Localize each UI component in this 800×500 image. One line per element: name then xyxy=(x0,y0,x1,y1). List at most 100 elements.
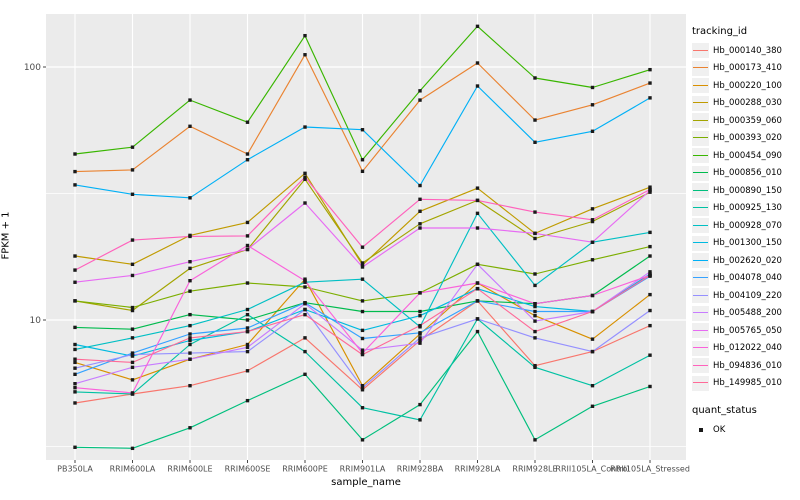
data-point xyxy=(360,169,365,174)
data-point xyxy=(245,307,250,312)
x-tick-label: RRIM928BA xyxy=(397,465,444,474)
legend-key-line xyxy=(692,218,709,234)
legend-tracking-id-entries: Hb_000140_380 Hb_000173_410 Hb_000220_100 H… xyxy=(692,42,798,392)
data-point xyxy=(245,247,250,252)
data-point xyxy=(475,329,480,334)
legend-line-swatch xyxy=(693,347,708,349)
data-point xyxy=(73,254,77,258)
data-point xyxy=(648,308,652,313)
legend-entry-label: Hb_000454_090 xyxy=(713,150,782,161)
legend-key-line xyxy=(692,43,709,59)
legend-entry-Hb_004109_220: Hb_004109_220 xyxy=(692,287,798,305)
legend-key-line xyxy=(692,130,709,146)
data-point xyxy=(245,329,250,334)
data-point xyxy=(73,390,77,394)
data-point xyxy=(418,418,422,422)
legend-entry-Hb_004078_040: Hb_004078_040 xyxy=(692,270,798,288)
legend-entry-Hb_000359_060: Hb_000359_060 xyxy=(692,112,798,130)
data-point xyxy=(73,299,77,303)
legend-entry-Hb_000173_410: Hb_000173_410 xyxy=(692,60,798,78)
data-point xyxy=(130,262,135,267)
legend-entry-Hb_005765_050: Hb_005765_050 xyxy=(692,322,798,340)
legend-entry-Hb_149985_010: Hb_149985_010 xyxy=(692,375,798,393)
data-point xyxy=(245,152,250,156)
legend-entry-label: Hb_005488_200 xyxy=(713,308,782,319)
legend-key-line xyxy=(692,358,709,374)
data-point xyxy=(188,383,192,388)
legend-entry-label: Hb_000173_410 xyxy=(713,63,782,74)
legend-entry-label: Hb_000890_150 xyxy=(713,185,782,196)
data-point xyxy=(533,118,537,122)
legend-line-swatch xyxy=(693,84,708,86)
data-point xyxy=(648,185,652,189)
data-point xyxy=(590,85,595,90)
legend-key-line xyxy=(692,323,709,339)
data-point xyxy=(533,283,537,288)
legend-entry-label: Hb_000288_030 xyxy=(713,98,782,109)
legend-key-line xyxy=(692,235,709,251)
legend-line-swatch xyxy=(693,277,708,279)
data-point xyxy=(360,158,365,162)
data-point xyxy=(303,33,307,38)
data-point xyxy=(360,263,365,267)
data-point xyxy=(188,98,192,102)
x-tick-label: RRIM600LA xyxy=(110,465,156,474)
data-point xyxy=(303,349,307,354)
data-point xyxy=(418,323,422,328)
data-point xyxy=(475,198,480,203)
data-point xyxy=(418,402,422,407)
data-point xyxy=(73,445,77,449)
legend-line-swatch xyxy=(693,189,708,191)
legend-line-swatch xyxy=(693,364,708,366)
data-point xyxy=(648,96,652,100)
data-point xyxy=(360,299,365,303)
data-point xyxy=(360,328,365,333)
data-point xyxy=(475,299,480,303)
data-point xyxy=(360,348,365,352)
data-point xyxy=(73,366,77,370)
data-point xyxy=(73,342,77,347)
data-point xyxy=(73,372,77,377)
data-point xyxy=(73,268,77,272)
legend-entry-Hb_000925_130: Hb_000925_130 xyxy=(692,200,798,218)
data-point xyxy=(73,169,77,174)
legend-line-swatch xyxy=(693,172,708,174)
legend-entry-label: Hb_000393_020 xyxy=(713,133,782,144)
legend-entry-Hb_005488_200: Hb_005488_200 xyxy=(692,305,798,323)
data-point xyxy=(188,234,192,239)
legend-entry-label: Hb_005765_050 xyxy=(713,325,782,336)
data-point xyxy=(303,336,307,340)
legend-key-line xyxy=(692,95,709,111)
legend: tracking_id Hb_000140_380 Hb_000173_410 Hb… xyxy=(692,26,798,439)
data-point xyxy=(475,262,480,267)
legend-line-swatch xyxy=(693,294,708,296)
data-point xyxy=(73,401,77,405)
data-point xyxy=(418,209,422,213)
x-tick-label: RRIM600PE xyxy=(282,465,328,474)
data-point xyxy=(188,266,192,271)
data-point xyxy=(73,280,77,284)
data-point xyxy=(188,342,192,347)
data-point xyxy=(360,261,365,265)
data-point xyxy=(245,281,250,285)
data-point xyxy=(360,388,365,392)
data-point xyxy=(648,273,652,278)
x-tick-label: RRIM928LE xyxy=(512,465,557,474)
legend-key-line xyxy=(692,200,709,216)
data-point xyxy=(590,129,595,133)
data-point xyxy=(590,349,595,354)
data-point xyxy=(303,278,307,283)
data-point xyxy=(73,183,77,187)
legend-entry-label: Hb_094836_010 xyxy=(713,360,782,371)
legend-entry-label: Hb_000140_380 xyxy=(713,45,782,56)
data-point xyxy=(130,145,135,149)
data-point xyxy=(245,120,250,124)
data-point xyxy=(188,357,192,361)
legend-entry-label: Hb_001300_150 xyxy=(713,238,782,249)
data-point xyxy=(533,319,537,323)
y-axis-title: FPKM + 1 xyxy=(0,211,12,260)
data-point xyxy=(360,265,365,269)
legend-key-line xyxy=(692,305,709,321)
legend-line-swatch xyxy=(693,329,708,331)
